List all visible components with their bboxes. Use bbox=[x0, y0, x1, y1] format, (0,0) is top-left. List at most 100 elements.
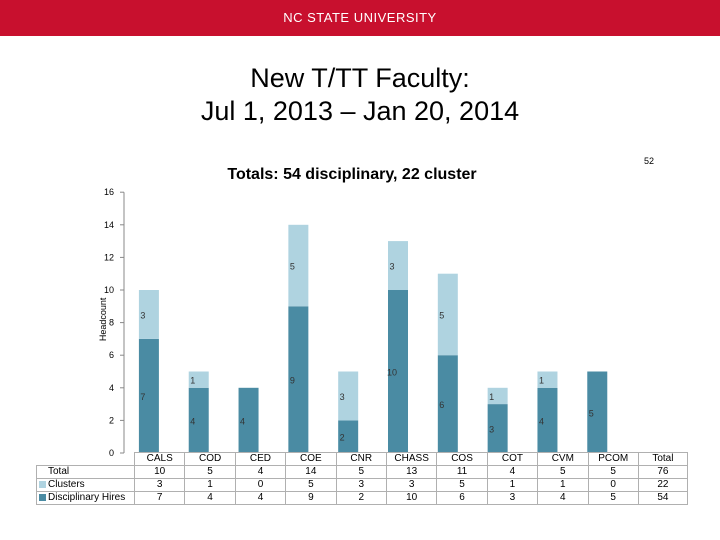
legend-label: Total bbox=[48, 466, 70, 477]
data-label-clusters: 1 bbox=[539, 376, 544, 386]
data-label-clusters: 1 bbox=[190, 376, 195, 386]
table-cell: 5 bbox=[436, 478, 488, 492]
table-cell: 13 bbox=[385, 465, 438, 479]
bar-clusters-chass bbox=[388, 241, 408, 290]
table-cell: 11 bbox=[436, 465, 488, 479]
data-label-disciplinary: 10 bbox=[387, 368, 397, 378]
data-label-disciplinary: 6 bbox=[439, 400, 444, 410]
x-category-label: CED bbox=[234, 452, 287, 466]
table-cell: 5 bbox=[335, 465, 387, 479]
row-label: Clusters bbox=[36, 478, 135, 492]
bar-disciplinary-cod bbox=[188, 387, 209, 453]
table-cell: 4 bbox=[486, 465, 539, 479]
data-label-disciplinary: 4 bbox=[190, 416, 195, 426]
data-label-clusters: 3 bbox=[140, 310, 145, 320]
slide-title-line2: Jul 1, 2013 – Jan 20, 2014 bbox=[200, 96, 520, 126]
bar-clusters-cot bbox=[487, 387, 508, 405]
table-cell: 10 bbox=[385, 491, 438, 505]
y-tick-label: 0 bbox=[109, 448, 114, 458]
bar-clusters-cos bbox=[437, 273, 458, 356]
bar-disciplinary-coe bbox=[288, 306, 309, 453]
table-cell: 4 bbox=[234, 465, 287, 479]
x-category-label: PCOM bbox=[587, 452, 639, 466]
bar-clusters-cals bbox=[138, 290, 159, 339]
table-cell: 1 bbox=[184, 478, 236, 492]
table-corner bbox=[37, 453, 135, 466]
table-total-cell: 54 bbox=[637, 491, 688, 505]
data-label-disciplinary: 9 bbox=[290, 376, 295, 386]
legend-label: Clusters bbox=[48, 479, 85, 490]
bar-clusters-cod bbox=[188, 371, 209, 388]
bar-disciplinary-cvm bbox=[537, 387, 558, 453]
data-label-disciplinary: 7 bbox=[140, 392, 145, 402]
bar-clusters-cvm bbox=[537, 371, 558, 388]
y-tick-label: 6 bbox=[109, 350, 114, 360]
x-category-label: COT bbox=[486, 452, 539, 466]
table-cell: 5 bbox=[587, 491, 639, 505]
table-cell: 1 bbox=[537, 478, 589, 492]
x-category-label: COE bbox=[285, 452, 337, 466]
table-row: Clusters 3 1 0 5 3 3 5 1 1 0 22 bbox=[36, 478, 688, 492]
bar-disciplinary-cot bbox=[487, 404, 508, 453]
table-cell: 6 bbox=[436, 491, 488, 505]
x-category-label: CALS bbox=[133, 452, 186, 466]
data-label-clusters: 3 bbox=[389, 262, 394, 272]
slide-title-line1: New T/TT Faculty: bbox=[250, 63, 470, 93]
table-cell: 0 bbox=[234, 478, 287, 492]
data-label-clusters: 1 bbox=[489, 392, 494, 402]
table-cell: 5 bbox=[587, 465, 639, 479]
bar-disciplinary-chass bbox=[388, 290, 408, 453]
data-label-clusters: 3 bbox=[340, 392, 345, 402]
y-tick-label: 10 bbox=[104, 285, 114, 295]
table-cell: 3 bbox=[133, 478, 186, 492]
y-tick-label: 14 bbox=[104, 220, 114, 230]
bar-disciplinary-ced bbox=[238, 387, 259, 453]
table-total-cell: 22 bbox=[637, 478, 688, 492]
y-tick-label: 16 bbox=[104, 187, 114, 197]
table-cell: 4 bbox=[184, 491, 236, 505]
data-label-clusters: 5 bbox=[290, 262, 295, 272]
legend-swatch bbox=[39, 493, 46, 501]
table-cell: 4 bbox=[537, 491, 589, 505]
data-label-disciplinary: 5 bbox=[589, 408, 594, 418]
data-label-disciplinary: 4 bbox=[240, 416, 245, 426]
row-label: Total bbox=[36, 465, 135, 479]
bar-disciplinary-cos bbox=[437, 355, 458, 453]
slide-number: 52 bbox=[644, 156, 655, 166]
total-column-header: Total bbox=[637, 452, 688, 466]
table-total-cell: 76 bbox=[637, 465, 688, 479]
y-tick-label: 2 bbox=[109, 415, 114, 425]
legend-swatch bbox=[39, 480, 46, 488]
y-tick-label: 12 bbox=[104, 252, 114, 262]
table-cell: 3 bbox=[385, 478, 438, 492]
bar-clusters-coe bbox=[288, 224, 309, 307]
table-cell: 3 bbox=[486, 491, 539, 505]
x-category-label: CHASS bbox=[385, 452, 438, 466]
y-tick-label: 8 bbox=[109, 318, 114, 328]
data-label-disciplinary: 4 bbox=[539, 416, 544, 426]
slide-title: New T/TT Faculty: Jul 1, 2013 – Jan 20, … bbox=[0, 62, 720, 128]
table-cell: 5 bbox=[285, 478, 337, 492]
bar-disciplinary-cals bbox=[138, 338, 159, 453]
table-cell: 4 bbox=[234, 491, 287, 505]
legend-label: Disciplinary Hires bbox=[48, 492, 126, 503]
row-label: Disciplinary Hires bbox=[36, 491, 135, 505]
table-row: Disciplinary Hires 7 4 4 9 2 10 6 3 4 5 54 bbox=[36, 491, 688, 505]
table-cell: 3 bbox=[335, 478, 387, 492]
table-cell: 7 bbox=[133, 491, 186, 505]
table-header-row: CALS COD CED COE CNR CHASS COS COT CVM PCOM Total bbox=[37, 452, 688, 466]
bar-disciplinary-pcom bbox=[587, 371, 608, 453]
table-cell: 1 bbox=[486, 478, 539, 492]
table-cell: 9 bbox=[285, 491, 337, 505]
x-category-label: CVM bbox=[537, 452, 589, 466]
university-banner bbox=[0, 0, 720, 36]
bar-disciplinary-cnr bbox=[338, 420, 359, 453]
table-cell: 10 bbox=[133, 465, 186, 479]
y-tick-label: 4 bbox=[109, 383, 114, 393]
table-cell: 14 bbox=[285, 465, 337, 479]
table-cell: 5 bbox=[537, 465, 589, 479]
table-cell: 2 bbox=[335, 491, 387, 505]
data-table: CALS COD CED COE CNR CHASS COS COT CVM PCOM Total T… bbox=[36, 452, 688, 505]
y-axis-label: Headcount bbox=[98, 297, 108, 341]
